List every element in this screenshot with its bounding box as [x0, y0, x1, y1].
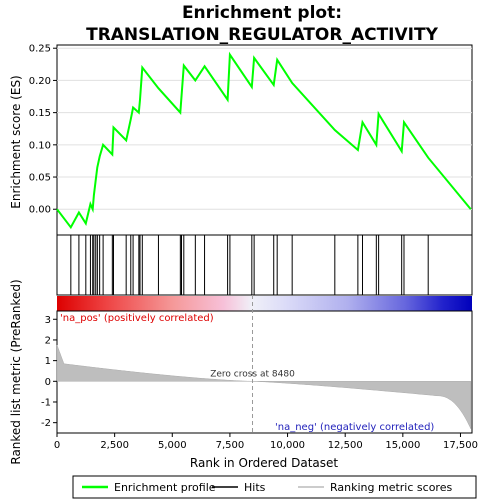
metric-panel: Zero cross at 8480 'na_pos' (positively …	[41, 295, 473, 434]
metric-tick-label: -1	[41, 397, 51, 408]
metric-tick-label: 3	[45, 315, 51, 326]
x-tick-label: 7,500	[216, 440, 245, 451]
x-tick-label: 10,000	[270, 440, 305, 451]
legend-label: Ranking metric scores	[330, 481, 452, 494]
metric-tick-label: 1	[45, 356, 51, 367]
chart-title-line1: Enrichment plot:	[182, 3, 342, 23]
es-tick-label: 0.00	[29, 205, 51, 216]
enrichment-profile-line	[56, 51, 472, 230]
hits-panel	[56, 234, 473, 296]
metric-tick-label: 0	[45, 377, 51, 388]
es-panel: 0.00 0.05 0.10 0.15 0.20 0.25	[29, 44, 473, 236]
legend-item: Enrichment profile	[82, 481, 216, 494]
es-tick-label: 0.20	[29, 76, 51, 87]
legend-label: Hits	[244, 481, 266, 494]
x-tick-label: 17,500	[443, 440, 478, 451]
ranking-metric-area	[56, 345, 472, 430]
x-axis: 0 2,500 5,000 7,500 10,000 12,500 15,000 17,500	[54, 433, 478, 451]
es-tick-label: 0.05	[29, 173, 51, 184]
legend-frame	[72, 475, 477, 499]
x-tick-label: 12,500	[328, 440, 363, 451]
x-axis-label: Rank in Ordered Dataset	[190, 456, 338, 470]
legend-item: Ranking metric scores	[298, 481, 452, 494]
es-tick-label: 0.10	[29, 140, 51, 151]
x-tick-label: 0	[54, 440, 60, 451]
negative-correlation-label: 'na_neg' (negatively correlated)	[275, 422, 434, 433]
es-tick-label: 0.25	[29, 44, 51, 55]
es-axis-label: Enrichment score (ES)	[9, 75, 23, 208]
legend: Enrichment profile Hits Ranking metric sco…	[72, 475, 477, 499]
rank-color-bar	[57, 296, 472, 311]
metric-tick-label: -2	[41, 418, 51, 429]
chart-title-line2: TRANSLATION_REGULATOR_ACTIVITY	[86, 25, 438, 45]
zero-cross-label: Zero cross at 8480	[210, 369, 295, 379]
x-tick-label: 5,000	[158, 440, 187, 451]
x-tick-label: 15,000	[385, 440, 420, 451]
hits-panel-frame	[56, 234, 473, 296]
x-tick-label: 2,500	[100, 440, 129, 451]
metric-tick-label: 2	[45, 335, 51, 346]
es-tick-label: 0.15	[29, 108, 51, 119]
metric-axis-label: Ranked list metric (PreRanked)	[9, 279, 23, 464]
positive-correlation-label: 'na_pos' (positively correlated)	[60, 313, 214, 324]
legend-item: Hits	[212, 481, 266, 494]
legend-label: Enrichment profile	[114, 481, 216, 494]
